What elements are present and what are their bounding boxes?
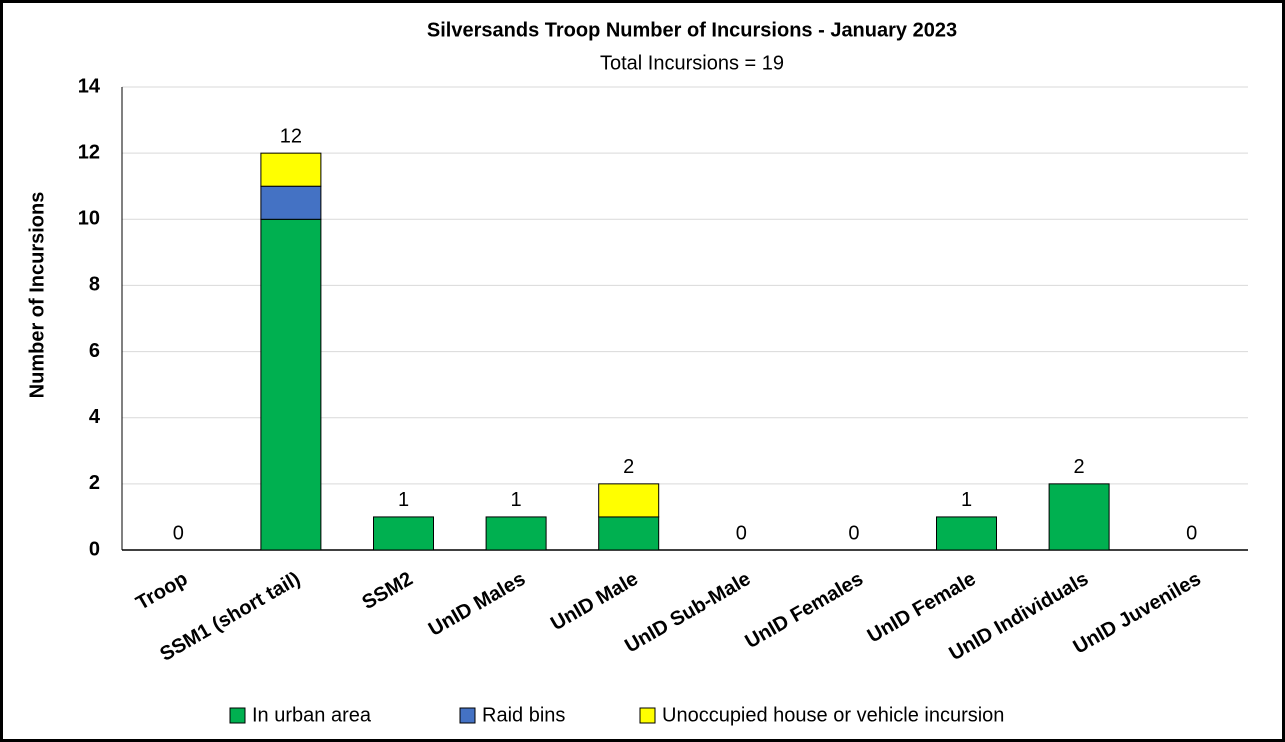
total-label: 12 xyxy=(280,125,302,147)
legend-label: Raid bins xyxy=(482,704,565,726)
chart-subtitle: Total Incursions = 19 xyxy=(600,52,784,74)
bar-segment xyxy=(1048,483,1110,551)
y-tick-label: 8 xyxy=(89,274,100,296)
total-label: 1 xyxy=(961,489,972,511)
y-axis-title: Number of Incursions xyxy=(26,192,48,399)
y-tick-label: 2 xyxy=(89,472,100,494)
bar-segment xyxy=(936,516,997,551)
y-tick-label: 12 xyxy=(78,141,100,163)
legend-swatch xyxy=(459,707,476,724)
total-label: 2 xyxy=(623,456,634,478)
bar-segment xyxy=(485,516,547,551)
bar-segment xyxy=(260,152,322,187)
legend-label: Unoccupied house or vehicle incursion xyxy=(662,704,1004,726)
total-label: 2 xyxy=(1074,456,1085,478)
total-label: 0 xyxy=(736,522,747,544)
y-tick-label: 10 xyxy=(78,208,100,230)
y-tick-label: 4 xyxy=(89,406,101,428)
chart-title: Silversands Troop Number of Incursions -… xyxy=(427,19,957,41)
legend-swatch xyxy=(229,707,246,724)
bar-segment xyxy=(598,483,660,518)
total-label: 1 xyxy=(398,489,409,511)
bar-segment xyxy=(373,516,434,551)
legend-label: In urban area xyxy=(252,704,372,726)
y-tick-label: 14 xyxy=(78,75,101,97)
y-tick-label: 0 xyxy=(89,538,100,560)
bar-segment xyxy=(260,218,322,551)
bar-segment xyxy=(260,185,322,220)
total-label: 0 xyxy=(848,522,859,544)
total-label: 0 xyxy=(1186,522,1197,544)
total-label: 1 xyxy=(511,489,522,511)
total-label: 0 xyxy=(173,522,184,544)
legend-swatch xyxy=(639,707,656,724)
bar-segment xyxy=(598,516,660,551)
y-tick-label: 6 xyxy=(89,340,100,362)
